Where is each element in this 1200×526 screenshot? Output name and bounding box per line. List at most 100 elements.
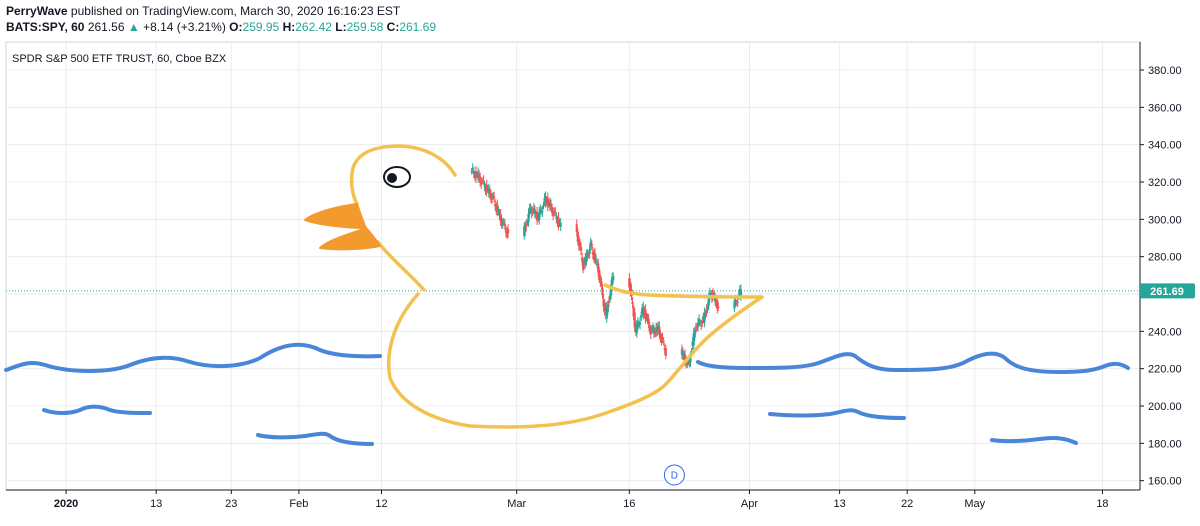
candle-body <box>481 180 484 182</box>
candle[interactable] <box>535 206 539 225</box>
symbol-label[interactable]: BATS:SPY, 60 <box>6 20 85 34</box>
wave-3 <box>42 404 152 415</box>
candle-body <box>594 258 598 262</box>
candle-body <box>581 257 584 261</box>
candle-body <box>503 223 506 226</box>
candle[interactable] <box>638 317 642 330</box>
candle[interactable] <box>546 192 549 212</box>
candle[interactable] <box>491 192 495 200</box>
candle-body <box>470 170 473 172</box>
candle[interactable] <box>506 224 510 239</box>
candle-body <box>579 247 583 251</box>
candle[interactable] <box>593 248 597 264</box>
candle[interactable] <box>612 272 615 284</box>
candle[interactable] <box>606 300 609 316</box>
candle[interactable] <box>585 249 588 267</box>
candle-body <box>588 249 591 255</box>
x-axis-ticks: 2020 13 23 Feb 12 Mar 16 Apr 13 22 May 18 <box>54 490 1109 510</box>
candle[interactable] <box>636 317 640 331</box>
candle[interactable] <box>480 177 483 190</box>
candle[interactable] <box>552 207 555 221</box>
up-triangle-icon: ▲ <box>127 20 140 34</box>
candle-body <box>532 208 535 210</box>
candle[interactable] <box>649 325 652 340</box>
candle[interactable] <box>579 242 583 256</box>
plot-area[interactable] <box>5 41 1141 491</box>
candle-body <box>706 305 709 310</box>
candle[interactable] <box>482 175 485 185</box>
candle[interactable] <box>644 304 647 324</box>
candle-body <box>692 332 695 346</box>
candle[interactable] <box>493 191 496 203</box>
candle[interactable] <box>544 191 547 208</box>
candle[interactable] <box>559 218 562 232</box>
candle[interactable] <box>500 215 503 229</box>
candle[interactable] <box>703 307 706 328</box>
candle-body <box>559 222 562 227</box>
candle[interactable] <box>660 333 663 346</box>
candle-body <box>576 231 579 242</box>
author-name[interactable]: PerryWave <box>6 4 68 18</box>
candle[interactable] <box>664 344 667 360</box>
candle[interactable] <box>503 219 506 230</box>
candle[interactable] <box>590 239 593 251</box>
wave-6 <box>990 436 1078 445</box>
candle-body <box>739 289 743 297</box>
candle-body <box>631 301 634 304</box>
candle[interactable] <box>528 203 531 218</box>
candle[interactable] <box>489 189 493 204</box>
grid <box>6 42 1140 490</box>
candle[interactable] <box>496 199 499 217</box>
candle[interactable] <box>542 201 545 210</box>
candle[interactable] <box>582 257 585 274</box>
candle-body <box>506 229 510 234</box>
candle[interactable] <box>490 193 494 204</box>
candle[interactable] <box>681 347 685 361</box>
chart-title: SPDR S&P 500 ETF TRUST, 60, Cboe BZX <box>12 53 227 65</box>
candle[interactable] <box>694 323 697 334</box>
close-label: C: <box>386 20 400 34</box>
candle[interactable] <box>600 276 603 290</box>
candle-body <box>633 312 636 328</box>
candle-body <box>494 204 497 206</box>
candle-body <box>550 207 554 213</box>
duck-drawing <box>349 144 764 429</box>
candle[interactable] <box>554 206 557 217</box>
candle[interactable] <box>697 314 701 327</box>
duck-body <box>387 283 764 429</box>
candle-body <box>587 254 590 256</box>
candle[interactable] <box>699 318 702 326</box>
candle[interactable] <box>501 218 504 230</box>
candle-body <box>717 306 720 308</box>
candle[interactable] <box>541 205 544 218</box>
candle-body <box>541 210 544 213</box>
candle-body <box>658 326 661 334</box>
candle-body <box>648 324 651 332</box>
y-tick-label: 240.00 <box>1148 326 1182 338</box>
change-value: +8.14 (+3.21%) <box>143 20 226 34</box>
x-tick-label: Mar <box>507 498 526 510</box>
x-tick-label: May <box>964 498 985 510</box>
duck-neck <box>376 240 426 292</box>
candle[interactable] <box>557 212 560 231</box>
candle-body <box>555 216 558 219</box>
dividend-badge[interactable]: D <box>663 464 685 486</box>
candle[interactable] <box>662 337 665 346</box>
candle[interactable] <box>479 172 482 187</box>
candle[interactable] <box>659 329 662 343</box>
candle-body <box>640 315 643 318</box>
y-tick-label: 300.00 <box>1148 214 1182 226</box>
candle-body <box>488 190 491 195</box>
candle[interactable] <box>601 284 604 299</box>
candle[interactable] <box>524 221 527 237</box>
candle-body <box>716 300 719 309</box>
candle[interactable] <box>735 299 738 307</box>
candle[interactable] <box>485 179 488 197</box>
candle[interactable] <box>594 254 598 266</box>
candle[interactable] <box>631 296 634 309</box>
candle[interactable] <box>525 219 528 232</box>
candle-body <box>529 207 532 211</box>
candle[interactable] <box>733 296 736 313</box>
candle[interactable] <box>717 302 720 312</box>
